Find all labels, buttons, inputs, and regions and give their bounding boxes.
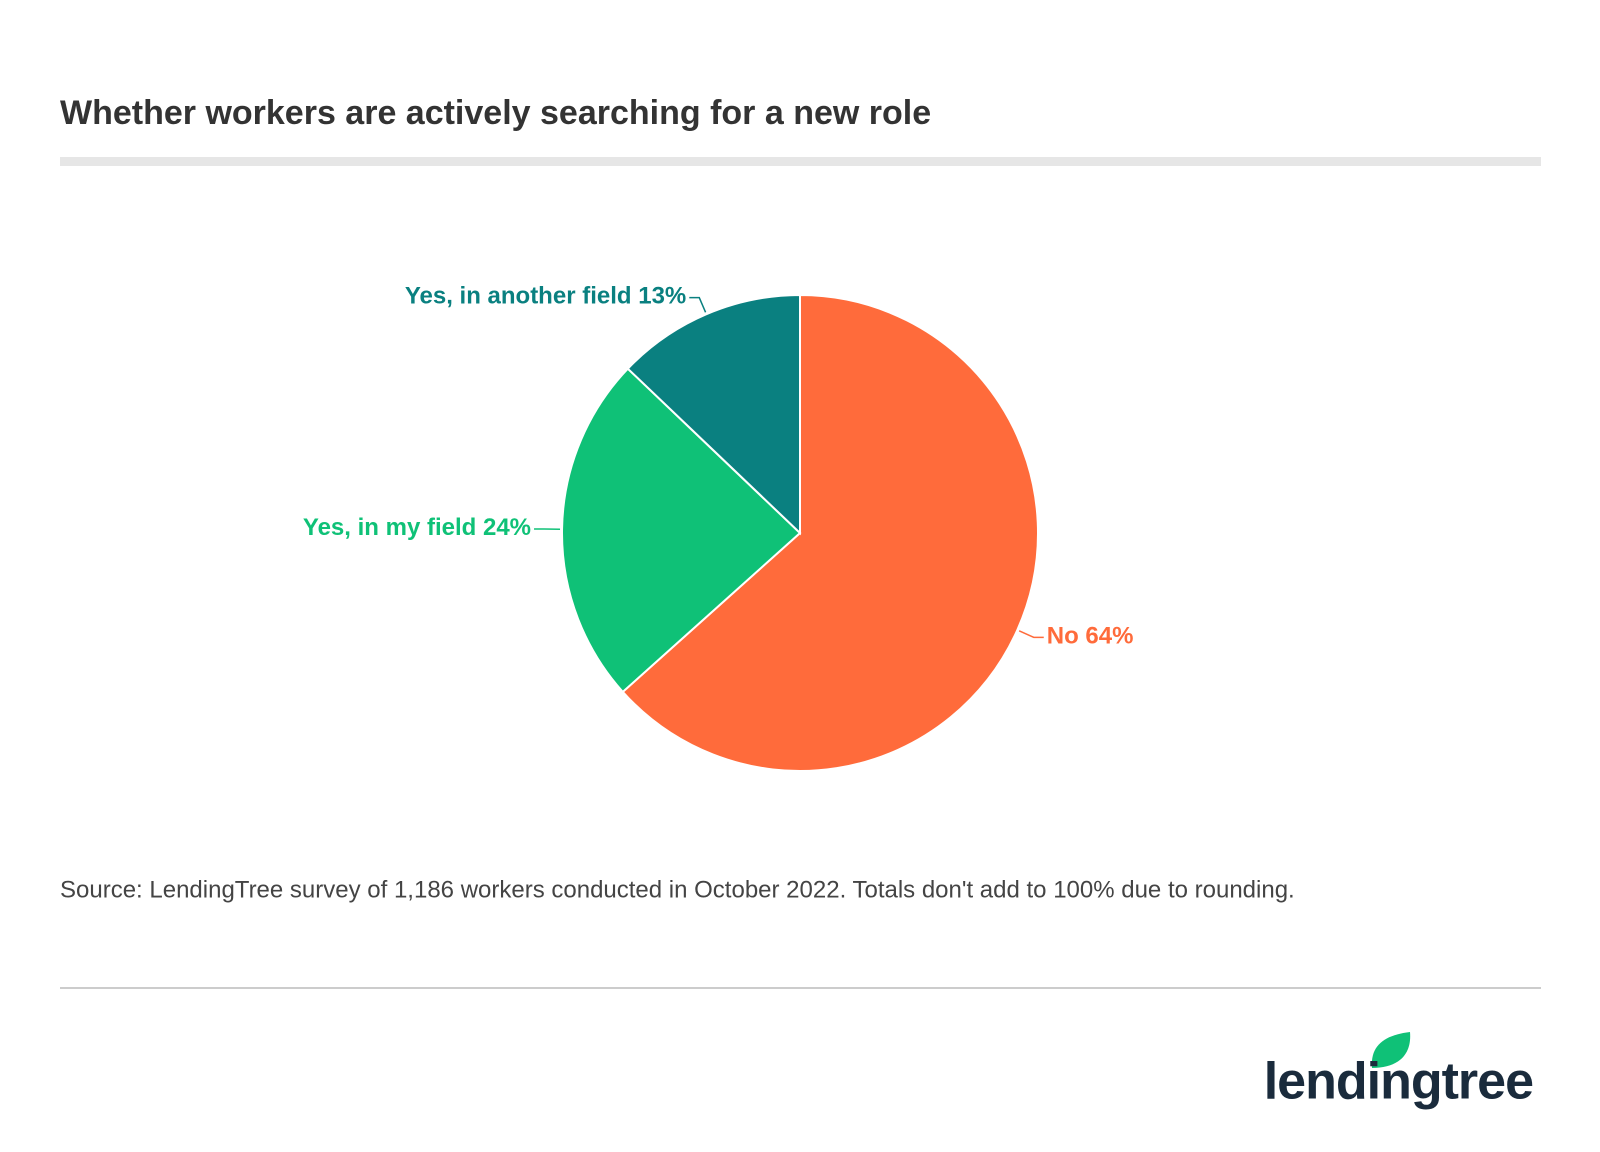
- source-note: Source: LendingTree survey of 1,186 work…: [60, 876, 1295, 903]
- slice-category: No: [1047, 623, 1079, 650]
- pie-slice: [561, 367, 802, 694]
- slice-category: Yes, in my field: [303, 514, 476, 541]
- chart-title: Whether workers are actively searching f…: [60, 94, 931, 132]
- logo: lendingtree: [1264, 1053, 1533, 1111]
- leader-line: [689, 296, 707, 313]
- pie-slice: [626, 293, 801, 536]
- slice-label: Yes, in another field 13%: [405, 283, 686, 310]
- leader-line: [1018, 630, 1044, 639]
- pie: No 64% Yes, in my field 24% Yes, in anothe…: [303, 283, 1134, 772]
- slice-category: Yes, in another field: [405, 283, 632, 310]
- slice-label: No 64%: [1047, 623, 1134, 650]
- pie-slice: [621, 293, 1039, 772]
- slice-value-label: 24%: [483, 514, 531, 541]
- slice-value-label: 64%: [1085, 623, 1133, 650]
- slice-value-label: 13%: [638, 283, 686, 310]
- title-rule: [60, 157, 1541, 166]
- slice-label: Yes, in my field 24%: [303, 514, 531, 541]
- logo-leaf: [1371, 1032, 1411, 1068]
